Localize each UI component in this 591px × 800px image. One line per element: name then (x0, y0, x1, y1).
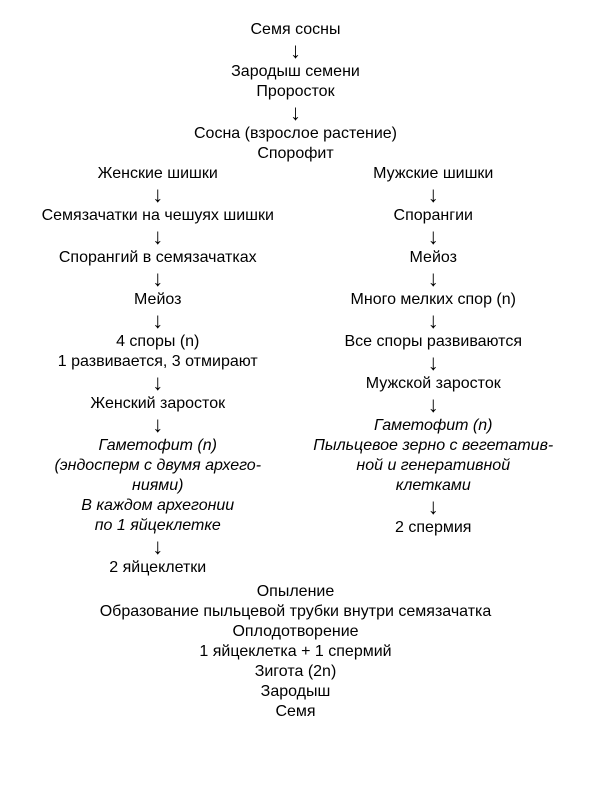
text-line: (эндосперм с двумя архего- (54, 456, 261, 476)
node-female-prothallus: Женский заросток (90, 394, 225, 414)
node-seed: Семя сосны (251, 20, 341, 40)
arrow: ↓ (428, 226, 439, 248)
bottom-merge: Опыление Образование пыльцевой трубки вн… (20, 582, 571, 722)
arrow: ↓ (152, 414, 163, 436)
female-branch: Женские шишки ↓ Семязачатки на чешуях ши… (20, 164, 296, 578)
node-pollination: Опыление (257, 582, 335, 602)
arrow: ↓ (152, 184, 163, 206)
node-male-gametophyte: Гаметофит (n) Пыльцевое зерно с вегетати… (313, 416, 553, 496)
node-all-spores-develop: Все споры развиваются (345, 332, 523, 352)
text-line: Проросток (231, 82, 360, 102)
text-line: Гаметофит (n) (54, 436, 261, 456)
node-2-eggs: 2 яйцеклетки (109, 558, 206, 578)
node-ovules-on-scales: Семязачатки на чешуях шишки (42, 206, 274, 226)
node-embryo-seedling: Зародыш семени Проросток (231, 62, 360, 102)
text-line: Зародыш семени (231, 62, 360, 82)
male-branch: Мужские шишки ↓ Спорангии ↓ Мейоз ↓ Мног… (296, 164, 572, 578)
text-line: Спорофит (194, 144, 397, 164)
node-pollen-tube: Образование пыльцевой трубки внутри семя… (100, 602, 492, 622)
arrow: ↓ (428, 310, 439, 332)
text-line: ниями) (54, 476, 261, 496)
arrow: ↓ (152, 372, 163, 394)
text-line: Гаметофит (n) (313, 416, 553, 436)
node-embryo: Зародыш (261, 682, 331, 702)
text-line: 4 споры (n) (58, 332, 258, 352)
text-line: по 1 яйцеклетке (54, 516, 261, 536)
node-female-cones: Женские шишки (98, 164, 218, 184)
node-seed-final: Семя (275, 702, 315, 722)
node-female-gametophyte: Гаметофит (n) (эндосперм с двумя архего-… (54, 436, 261, 536)
node-sporophyte: Сосна (взрослое растение) Спорофит (194, 124, 397, 164)
arrow: ↓ (428, 352, 439, 374)
top-stem: Семя сосны ↓ Зародыш семени Проросток ↓ … (20, 20, 571, 164)
arrow: ↓ (428, 394, 439, 416)
text-line: Сосна (взрослое растение) (194, 124, 397, 144)
node-sporangia: Спорангии (394, 206, 473, 226)
arrow: ↓ (290, 40, 301, 62)
text-line: ной и генеративной (313, 456, 553, 476)
node-meiosis-male: Мейоз (410, 248, 457, 268)
node-male-prothallus: Мужской заросток (366, 374, 501, 394)
arrow: ↓ (428, 184, 439, 206)
flowchart-container: Семя сосны ↓ Зародыш семени Проросток ↓ … (0, 0, 591, 752)
text-line: клетками (313, 476, 553, 496)
node-male-cones: Мужские шишки (373, 164, 493, 184)
arrow: ↓ (428, 496, 439, 518)
arrow: ↓ (152, 268, 163, 290)
arrow: ↓ (290, 102, 301, 124)
node-4-spores: 4 споры (n) 1 развивается, 3 отмирают (58, 332, 258, 372)
node-fertilization: Оплодотворение (232, 622, 358, 642)
node-meiosis-female: Мейоз (134, 290, 181, 310)
text-line: В каждом архегонии (54, 496, 261, 516)
arrow: ↓ (152, 310, 163, 332)
arrow: ↓ (428, 268, 439, 290)
text-line: Пыльцевое зерно с вегетатив- (313, 436, 553, 456)
node-many-spores: Много мелких спор (n) (351, 290, 516, 310)
node-2-sperm: 2 спермия (395, 518, 471, 538)
node-sporangium-in-ovules: Спорангий в семязачатках (59, 248, 257, 268)
node-zygote: Зигота (2n) (255, 662, 337, 682)
arrow: ↓ (152, 536, 163, 558)
node-egg-plus-sperm: 1 яйцеклетка + 1 спермий (199, 642, 391, 662)
text-line: 1 развивается, 3 отмирают (58, 352, 258, 372)
branch-split: Женские шишки ↓ Семязачатки на чешуях ши… (20, 164, 571, 578)
arrow: ↓ (152, 226, 163, 248)
